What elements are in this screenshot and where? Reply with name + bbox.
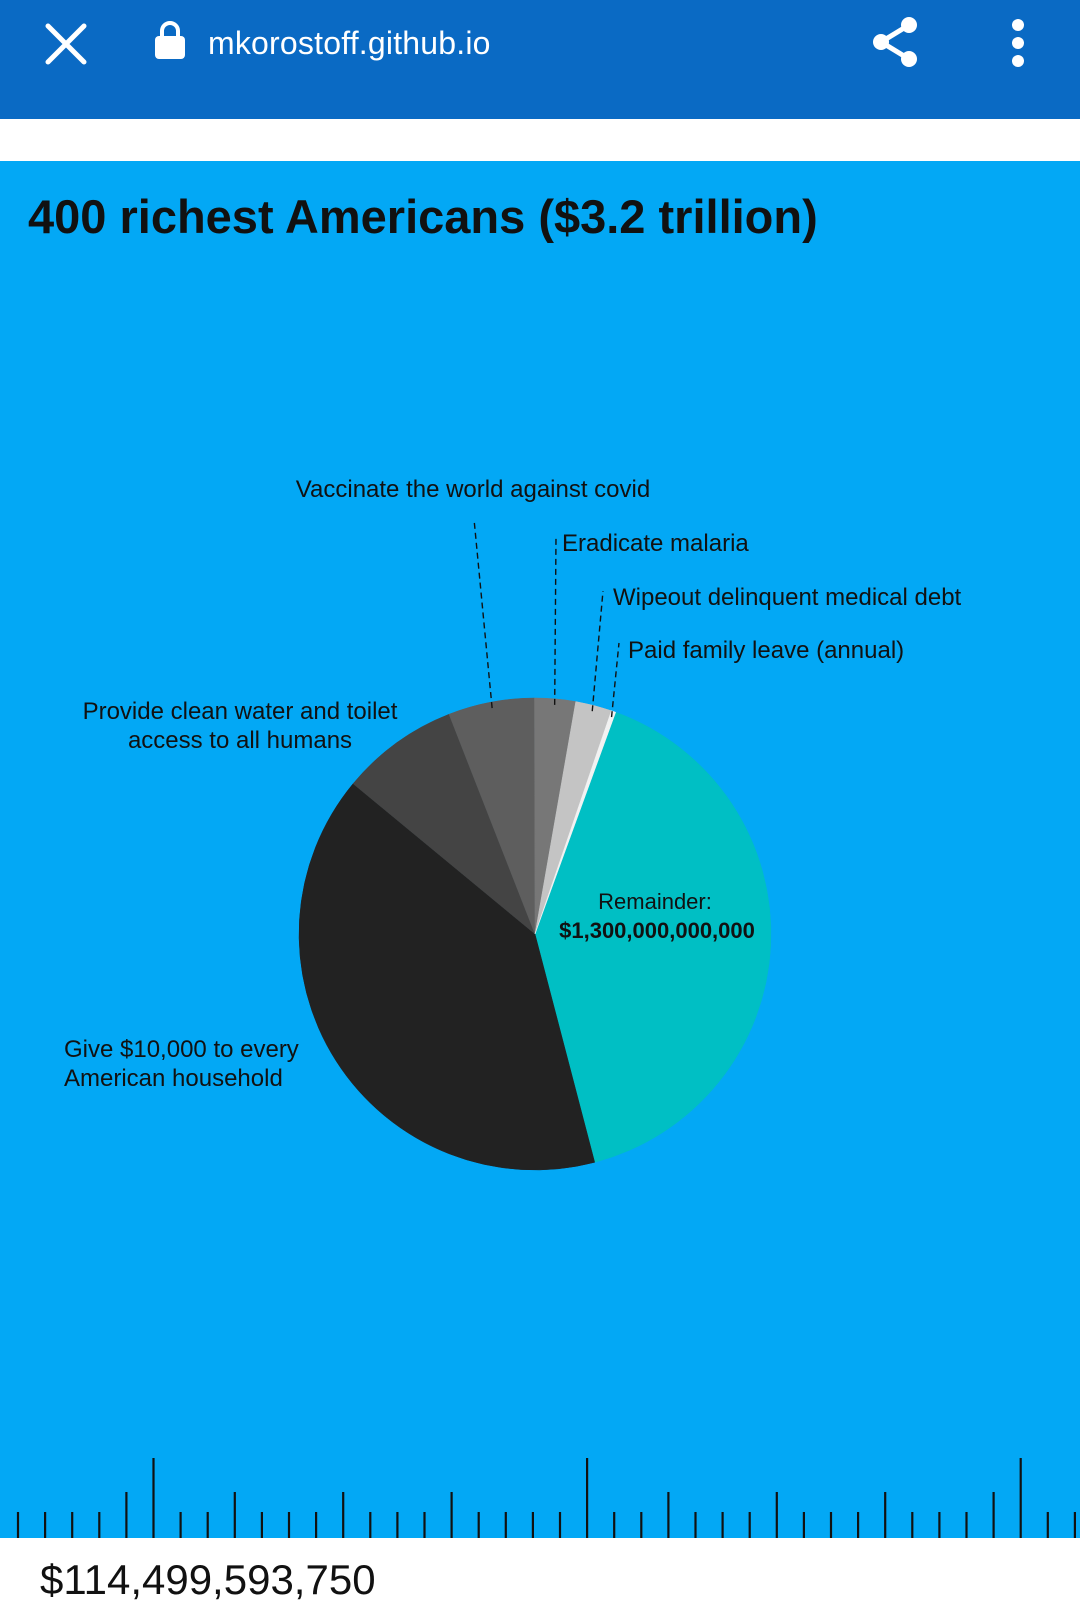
slice-label-0: Remainder: <box>598 889 712 914</box>
share-icon[interactable] <box>868 14 922 70</box>
pie-slice-6 <box>534 710 617 935</box>
slice-label-6: Paid family leave (annual) <box>628 637 904 664</box>
browser-toolbar: mkorostoff.github.io <box>0 0 1080 119</box>
chart-title: 400 richest Americans ($3.2 trillion) <box>28 190 818 243</box>
slice-value-0: $1,300,000,000,000 <box>559 918 755 943</box>
slice-label-5: Wipeout delinquent medical debt <box>613 584 962 611</box>
pie-slice-0 <box>534 711 772 1163</box>
slice-label-4: Eradicate malaria <box>562 530 749 557</box>
slice-label-1: Give $10,000 to every American household <box>64 1036 299 1092</box>
chart-area: 400 richest Americans ($3.2 trillion) Re… <box>0 161 1080 1538</box>
pie-slice-1 <box>298 783 596 1171</box>
leader-line-5 <box>591 590 604 712</box>
slice-label-2: Provide clean water and toilet access to … <box>83 698 398 754</box>
url-text[interactable]: mkorostoff.github.io <box>208 25 491 61</box>
footer-bar: $114,499,593,750 <box>0 1538 1080 1624</box>
pie-chart: Remainder: $1,300,000,000,000 Give $10,000… <box>16 476 1077 1538</box>
leader-line-4 <box>553 536 557 705</box>
running-amount: $114,499,593,750 <box>40 1556 376 1603</box>
more-vert-icon[interactable] <box>998 18 1038 68</box>
lock-icon <box>155 21 185 59</box>
leader-line-3 <box>473 518 493 709</box>
close-icon[interactable] <box>44 22 88 66</box>
leader-line-6 <box>610 642 620 718</box>
page-header-strip <box>0 119 1080 161</box>
pie-slice-2 <box>352 713 536 935</box>
slice-label-3: Vaccinate the world against covid <box>296 476 650 503</box>
